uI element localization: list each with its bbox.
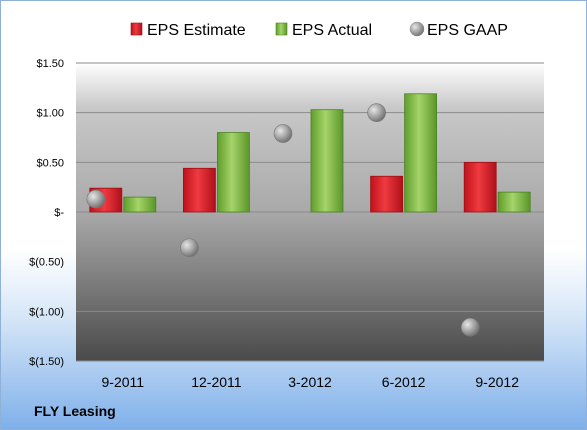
legend-swatch [130,22,143,36]
x-tick-label: 9-2012 [475,374,519,390]
legend-swatch [275,22,288,36]
y-tick-label: $- [54,207,64,219]
eps-actual-bar [216,132,250,213]
y-tick-label: $0.50 [36,157,64,169]
y-tick-label: $1.50 [36,58,64,70]
y-tick-label: $(1.00) [29,306,64,318]
y-tick-label: $(0.50) [29,257,64,269]
company-label: FLY Leasing [34,403,116,419]
y-tick-label: $1.00 [36,108,64,120]
x-axis: 9-2011 12-2011 3-2012 6-2012 9-2012 [102,374,520,390]
legend-label: EPS Actual [292,22,372,39]
eps-gaap-marker [273,124,293,143]
x-tick-label: 12-2011 [191,374,242,390]
x-tick-label: 3-2012 [288,374,332,390]
eps-actual-bar [497,191,531,213]
legend-label: EPS Estimate [147,22,246,39]
eps-gaap-marker [86,189,106,209]
eps-actual-bar [404,93,438,213]
y-tick-label: $(1.50) [29,356,64,368]
eps-actual-bar [123,196,157,213]
y-axis: $1.50 $1.00 $0.50 $- $(0.50) $(1.00) $(1.50) [29,58,64,368]
x-tick-label: 9-2011 [102,374,145,390]
eps-gaap-marker [367,103,386,122]
x-tick-label: 6-2012 [382,374,426,390]
eps-estimate-bar [370,175,404,213]
eps-estimate-bar [463,161,497,213]
legend-label: EPS GAAP [427,22,508,39]
eps-actual-bar [310,109,344,213]
legend-swatch [409,21,425,37]
gaap-markers [86,103,480,337]
eps-gaap-marker [180,238,199,258]
eps-gaap-marker [460,317,480,337]
eps-estimate-bar [182,167,216,213]
legend: EPS Estimate EPS Actual EPS GAAP [130,21,508,39]
